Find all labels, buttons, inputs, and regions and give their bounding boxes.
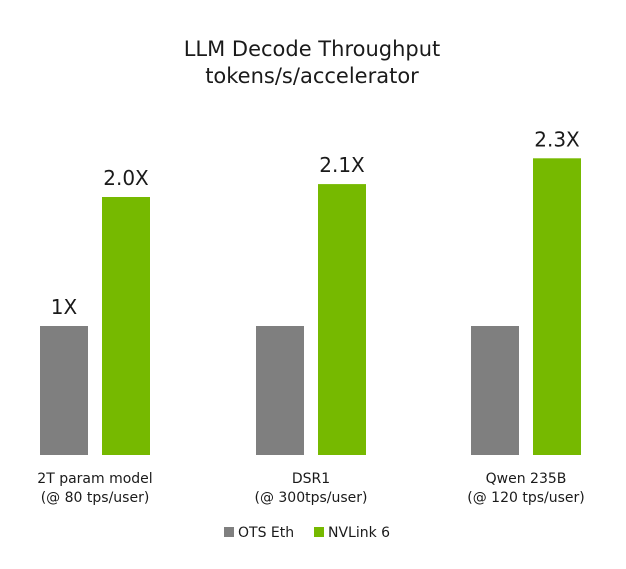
legend-swatch-ots-eth — [224, 527, 234, 537]
legend-label-nvlink-6: NVLink 6 — [328, 525, 390, 541]
bar-ots-eth-3 — [471, 326, 519, 455]
legend-label-ots-eth: OTS Eth — [238, 525, 294, 541]
category-label-1: 2T param model — [37, 471, 152, 487]
bar-ots-eth-2 — [256, 326, 304, 455]
category-sublabel-2: (@ 300tps/user) — [254, 490, 367, 506]
value-label-ots-eth-1: 1X — [51, 295, 78, 319]
category-label-2: DSR1 — [292, 471, 330, 487]
value-label-nvlink-6-1: 2.0X — [103, 166, 149, 190]
category-sublabel-3: (@ 120 tps/user) — [467, 490, 584, 506]
value-label-nvlink-6-2: 2.1X — [319, 153, 365, 177]
bar-ots-eth-1 — [40, 326, 88, 455]
category-label-3: Qwen 235B — [486, 471, 567, 487]
category-labels-layer: 2T param model (@ 80 tps/user) DSR1 (@ 300t… — [37, 471, 584, 506]
value-label-nvlink-6-3: 2.3X — [534, 127, 580, 151]
legend: OTS Eth NVLink 6 — [224, 525, 390, 541]
bar-nvlink-6-3 — [533, 158, 581, 456]
category-sublabel-1: (@ 80 tps/user) — [41, 490, 150, 506]
value-labels-layer: 1X 2.0X 2.1X 2.3X — [51, 127, 580, 319]
legend-swatch-nvlink-6 — [314, 527, 324, 537]
chart-subtitle: tokens/s/accelerator — [205, 64, 419, 88]
chart-title: LLM Decode Throughput — [184, 37, 441, 61]
bars-layer — [40, 158, 581, 456]
bar-nvlink-6-2 — [318, 184, 366, 455]
bar-nvlink-6-1 — [102, 197, 150, 455]
